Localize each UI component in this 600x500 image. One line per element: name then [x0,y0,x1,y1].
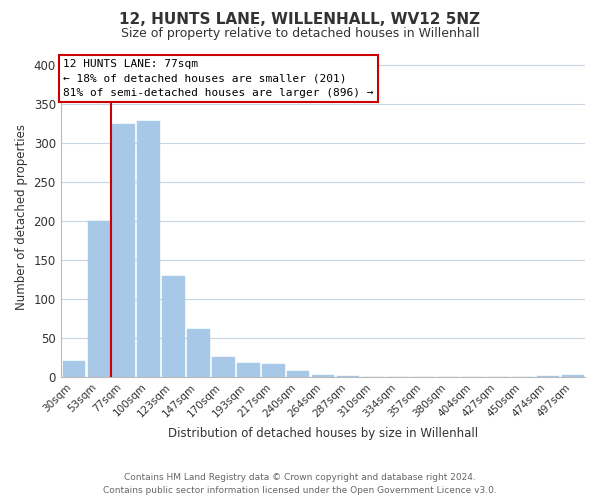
Bar [62,362,84,377]
Text: Contains HM Land Registry data © Crown copyright and database right 2024.
Contai: Contains HM Land Registry data © Crown c… [103,474,497,495]
Bar [163,276,184,377]
Bar [88,221,109,377]
Bar [287,370,308,377]
Text: 12 HUNTS LANE: 77sqm
← 18% of detached houses are smaller (201)
81% of semi-deta: 12 HUNTS LANE: 77sqm ← 18% of detached h… [63,59,374,98]
Bar [187,328,209,377]
Text: 12, HUNTS LANE, WILLENHALL, WV12 5NZ: 12, HUNTS LANE, WILLENHALL, WV12 5NZ [119,12,481,28]
Bar [238,363,259,377]
Y-axis label: Number of detached properties: Number of detached properties [15,124,28,310]
Bar [212,358,233,377]
X-axis label: Distribution of detached houses by size in Willenhall: Distribution of detached houses by size … [168,427,478,440]
Bar [262,364,284,377]
Text: Size of property relative to detached houses in Willenhall: Size of property relative to detached ho… [121,28,479,40]
Bar [537,376,558,377]
Bar [312,376,334,377]
Bar [137,122,158,377]
Bar [337,376,358,377]
Bar [112,124,134,377]
Bar [562,374,583,377]
